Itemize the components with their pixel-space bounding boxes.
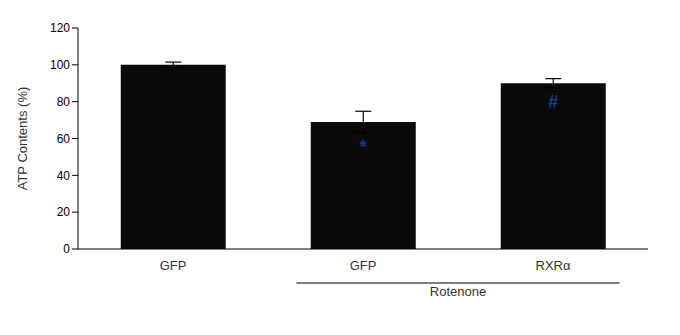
svg-text:100: 100 (50, 58, 70, 72)
svg-text:Rotenone: Rotenone (430, 284, 486, 299)
svg-text:GFP: GFP (350, 258, 377, 273)
svg-text:20: 20 (57, 205, 71, 219)
svg-text:RXRα: RXRα (536, 258, 571, 273)
svg-text:ATP Contents (%): ATP Contents (%) (15, 87, 30, 191)
svg-text:120: 120 (50, 21, 70, 35)
svg-text:*: * (360, 137, 367, 157)
svg-text:#: # (548, 92, 558, 112)
svg-text:40: 40 (57, 169, 71, 183)
svg-text:80: 80 (57, 95, 71, 109)
svg-text:GFP: GFP (160, 258, 187, 273)
svg-text:0: 0 (63, 242, 70, 256)
svg-text:60: 60 (57, 132, 71, 146)
